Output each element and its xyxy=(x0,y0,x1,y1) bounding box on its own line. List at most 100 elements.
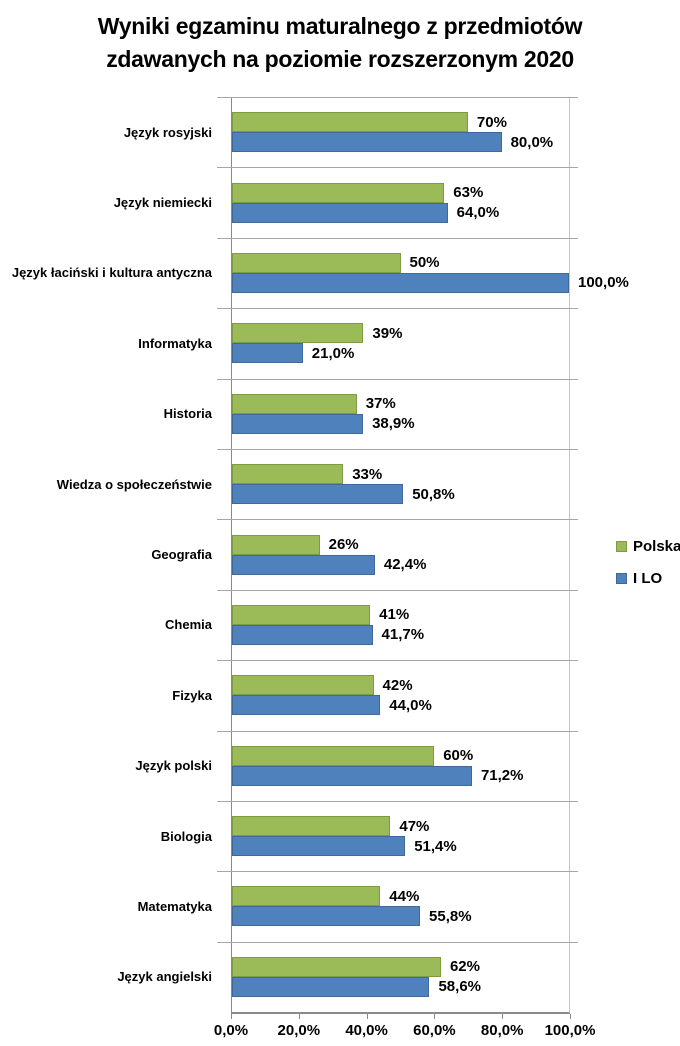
bar-polska xyxy=(232,112,468,133)
bar-line: 44,0% xyxy=(232,695,569,716)
plot-rows: 70% 80,0% 63% 64,0% 50% 100,0% 39% 21,0% 37% 38,9… xyxy=(217,97,629,1012)
bar-row: 47% 51,4% xyxy=(217,800,578,871)
value-label: 21,0% xyxy=(311,344,355,362)
bar-polska xyxy=(232,393,357,414)
bar-polska xyxy=(232,886,381,907)
bar-row: 26% 42,4% xyxy=(217,519,578,589)
axis-tick-label: 20,0% xyxy=(277,1022,321,1039)
bar-row: 41% 41,7% xyxy=(217,589,578,660)
bar-line: 42% xyxy=(232,675,569,696)
chart-title-line1: Wyniki egzaminu maturalnego z przedmiotó… xyxy=(97,13,583,39)
axis-tick-label: 40,0% xyxy=(345,1022,388,1039)
bar-ilo xyxy=(232,484,404,505)
bar-ilo xyxy=(232,906,421,927)
axis-tick-label: 100,0% xyxy=(544,1022,596,1039)
bar-polska xyxy=(232,323,364,344)
bar-polska xyxy=(232,464,344,485)
bar-line: 58,6% xyxy=(232,976,569,997)
legend-label-polska: Polska xyxy=(633,538,680,555)
category-axis: Język rosyjski Język niemiecki Język łaciń… xyxy=(0,97,221,1012)
category-label: Geografia xyxy=(151,547,212,563)
axis-tick xyxy=(434,1014,436,1019)
legend-entry-polska: Polska xyxy=(616,538,680,555)
legend-swatch-ilo-icon xyxy=(616,573,627,584)
axis-tick xyxy=(366,1014,368,1019)
bar-polska xyxy=(232,956,441,977)
bar-ilo xyxy=(232,695,381,716)
bar-line: 55,8% xyxy=(232,906,569,927)
bar-line: 100,0% xyxy=(232,272,629,293)
bar-polska xyxy=(232,534,320,555)
value-label: 37% xyxy=(365,395,396,413)
bar-line: 64,0% xyxy=(232,202,569,223)
bar-ilo xyxy=(232,765,472,786)
category-label: Biologia xyxy=(160,828,212,844)
bar-line: 41,7% xyxy=(232,624,569,645)
bar-ilo xyxy=(232,413,364,434)
bar-ilo xyxy=(232,343,303,364)
bar-row: 50% 100,0% xyxy=(217,237,629,308)
category-label: Język rosyjski xyxy=(123,124,212,140)
value-label: 50,8% xyxy=(412,485,455,503)
bar-row: 63% 64,0% xyxy=(217,167,578,237)
axis-tick xyxy=(570,1014,571,1019)
value-label: 42,4% xyxy=(383,556,427,574)
value-label: 50% xyxy=(409,254,440,272)
chart-title-line2: zdawanych na poziomie rozszerzonym 2020 xyxy=(106,46,574,72)
bar-line: 41% xyxy=(232,604,569,625)
axis-tick xyxy=(298,1014,300,1019)
category-label: Język polski xyxy=(135,758,212,774)
legend-entry-ilo: I LO xyxy=(616,570,680,587)
bar-line: 60% xyxy=(232,745,569,766)
bar-line: 51,4% xyxy=(232,836,569,857)
bar-line: 80,0% xyxy=(232,132,569,153)
bar-line: 50% xyxy=(232,252,569,273)
category-label: Język łaciński i kultura antyczna xyxy=(11,265,212,281)
value-label: 26% xyxy=(328,536,359,554)
value-label: 80,0% xyxy=(510,133,554,151)
value-label: 41% xyxy=(379,606,410,624)
bar-ilo xyxy=(232,976,430,997)
bar-polska xyxy=(232,252,401,273)
plot-area: 70% 80,0% 63% 64,0% 50% 100,0% 39% 21,0% 37% 38,9… xyxy=(217,97,629,1014)
bar-ilo xyxy=(232,836,406,857)
axis-tick-label: 60,0% xyxy=(413,1022,456,1039)
value-label: 100,0% xyxy=(578,274,629,292)
value-label: 51,4% xyxy=(414,837,457,855)
bar-line: 33% xyxy=(232,464,569,485)
bar-line: 37% xyxy=(232,393,569,414)
bar-line: 47% xyxy=(232,816,569,837)
axis-tick-label: 0,0% xyxy=(213,1022,249,1039)
category-label: Matematyka xyxy=(137,898,212,914)
bar-row: 33% 50,8% xyxy=(217,448,578,519)
axis-tick xyxy=(231,1014,232,1019)
bar-polska xyxy=(232,745,435,766)
value-label: 58,6% xyxy=(438,978,482,996)
chart-title: Wyniki egzaminu maturalnego z przedmiotó… xyxy=(0,10,680,76)
legend-swatch-polska-icon xyxy=(616,541,627,552)
bar-line: 21,0% xyxy=(232,343,569,364)
category-label: Chemia xyxy=(165,617,212,633)
bar-ilo xyxy=(232,132,502,153)
bar-polska xyxy=(232,816,391,837)
bar-row: 39% 21,0% xyxy=(217,308,578,378)
bar-ilo xyxy=(232,272,569,293)
value-label: 38,9% xyxy=(372,415,415,433)
value-label: 44% xyxy=(389,887,420,905)
value-label: 63% xyxy=(453,184,484,202)
value-label: 44,0% xyxy=(389,696,432,714)
bar-line: 62% xyxy=(232,956,569,977)
category-label: Język angielski xyxy=(117,969,212,985)
category-label: Język niemiecki xyxy=(113,195,212,211)
bar-line: 42,4% xyxy=(232,554,569,575)
value-label: 64,0% xyxy=(456,204,500,222)
bar-line: 26% xyxy=(232,534,569,555)
bar-polska xyxy=(232,675,374,696)
category-label: Fizyka xyxy=(172,687,212,703)
bar-line: 71,2% xyxy=(232,765,569,786)
x-axis: 0,0% 20,0% 40,0% 60,0% 80,0% 100,0% xyxy=(214,1014,595,1044)
bar-line: 38,9% xyxy=(232,413,569,434)
bar-row: 37% 38,9% xyxy=(217,378,578,449)
value-label: 33% xyxy=(352,465,383,483)
